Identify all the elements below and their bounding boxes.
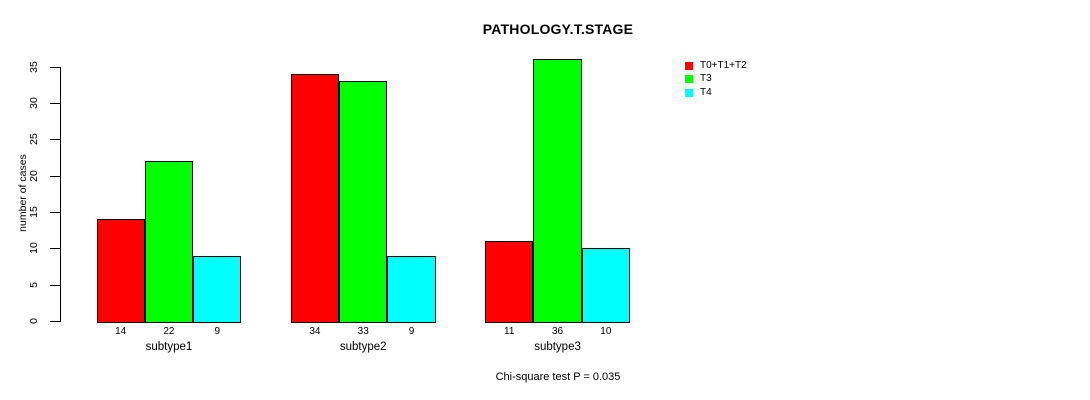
bar-value-label: 10	[600, 326, 612, 337]
y-axis-tick-label: 10	[28, 242, 40, 255]
y-axis-tick	[50, 139, 60, 141]
y-axis-tick	[50, 175, 60, 177]
category-label-subtype1: subtype1	[145, 341, 193, 353]
y-axis-tick-label: 15	[28, 206, 40, 218]
y-axis-tick	[50, 66, 60, 68]
y-axis-tick	[50, 284, 60, 286]
y-axis-tick-label: 20	[28, 169, 40, 182]
y-axis-tick	[50, 248, 60, 250]
chart-title: PATHOLOGY.T.STAGE	[482, 21, 634, 37]
bar-subtype1-T3	[144, 161, 194, 323]
category-label-subtype3: subtype3	[534, 341, 581, 353]
y-axis-tick-label: 25	[28, 133, 40, 146]
bar-value-label: 36	[551, 326, 564, 337]
bar-subtype1-T4	[193, 255, 242, 323]
legend-label-T4: T4	[700, 86, 712, 98]
y-axis-tick-label: 0	[28, 318, 40, 324]
bar-value-label: 34	[309, 326, 321, 337]
bar-subtype2-T4	[387, 255, 436, 323]
y-axis-tick	[50, 102, 60, 104]
legend-swatch-T3	[685, 75, 693, 84]
y-axis-tick-label: 35	[28, 60, 40, 73]
bar-subtype3-T0+T1+T2	[485, 241, 534, 323]
legend-label-T0+T1+T2: T0+T1+T2	[700, 60, 747, 71]
y-axis-line	[60, 66, 61, 322]
bar-value-label: 33	[357, 326, 369, 337]
category-label-subtype2: subtype2	[339, 341, 387, 353]
bar-value-label: 22	[163, 326, 175, 337]
bar-subtype3-T3	[533, 59, 582, 323]
bar-value-label: 9	[214, 326, 221, 337]
legend-swatch-T0+T1+T2	[685, 62, 693, 70]
bar-value-label: 11	[504, 326, 515, 337]
bar-value-label: 14	[115, 326, 127, 337]
legend-label-T3: T3	[700, 73, 712, 85]
bar-subtype2-T0+T1+T2	[290, 73, 340, 323]
y-axis-tick	[50, 321, 60, 322]
y-axis-tick-label: 30	[28, 97, 40, 109]
chi-square-annotation: Chi-square test P = 0.035	[495, 371, 621, 383]
y-axis-tick-label: 5	[28, 281, 40, 288]
legend-swatch-T4	[685, 88, 693, 97]
bar-subtype2-T3	[339, 81, 388, 323]
bar-value-label: 9	[408, 326, 415, 337]
y-axis-tick	[50, 211, 60, 213]
bar-subtype3-T4	[581, 248, 630, 323]
bar-subtype1-T0+T1+T2	[96, 219, 145, 323]
